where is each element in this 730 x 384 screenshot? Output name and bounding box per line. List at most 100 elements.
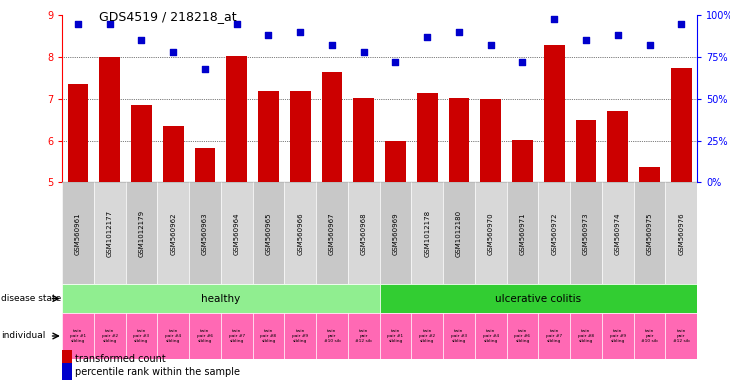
Text: GSM560969: GSM560969 <box>393 212 399 255</box>
Bar <box>666 182 697 284</box>
Text: twin
pair #8
sibling: twin pair #8 sibling <box>261 329 277 343</box>
Bar <box>316 182 348 284</box>
Bar <box>602 182 634 284</box>
Bar <box>443 313 475 359</box>
Bar <box>480 99 501 182</box>
Point <box>326 42 338 48</box>
Bar <box>539 313 570 359</box>
Text: healthy: healthy <box>201 293 240 304</box>
Bar <box>62 182 93 284</box>
Text: twin
pair #4
sibling: twin pair #4 sibling <box>483 329 499 343</box>
Text: GSM560966: GSM560966 <box>297 212 303 255</box>
Point <box>485 42 496 48</box>
Bar <box>412 313 443 359</box>
Point <box>358 49 369 55</box>
Bar <box>417 93 437 182</box>
Bar <box>576 120 596 182</box>
Bar <box>385 141 406 182</box>
Bar <box>380 313 412 359</box>
Bar <box>639 167 660 182</box>
Bar <box>131 105 152 182</box>
Bar <box>221 313 253 359</box>
Bar <box>443 182 475 284</box>
Text: GSM560968: GSM560968 <box>361 212 366 255</box>
Bar <box>666 313 697 359</box>
Bar <box>507 182 539 284</box>
Bar <box>163 126 183 182</box>
Bar <box>634 182 666 284</box>
Text: GSM560971: GSM560971 <box>520 212 526 255</box>
Bar <box>285 313 316 359</box>
Text: twin
pair
#10 sib: twin pair #10 sib <box>323 329 340 343</box>
Text: twin
pair #4
sibling: twin pair #4 sibling <box>165 329 181 343</box>
Text: GSM1012178: GSM1012178 <box>424 210 430 257</box>
Point <box>421 34 433 40</box>
Bar <box>285 182 316 284</box>
Bar <box>570 313 602 359</box>
Bar <box>412 182 443 284</box>
Bar <box>348 182 380 284</box>
Point <box>644 42 656 48</box>
Text: GSM560961: GSM560961 <box>75 212 81 255</box>
Point <box>675 21 687 27</box>
Bar <box>126 313 158 359</box>
Bar <box>507 313 539 359</box>
Bar <box>62 284 380 313</box>
Text: percentile rank within the sample: percentile rank within the sample <box>75 367 240 377</box>
Bar <box>539 182 570 284</box>
Point <box>517 59 529 65</box>
Text: twin
pair #6
sibling: twin pair #6 sibling <box>197 329 213 343</box>
Point <box>167 49 179 55</box>
Bar <box>512 140 533 182</box>
Bar <box>158 313 189 359</box>
Point <box>548 16 560 22</box>
Bar <box>380 182 412 284</box>
Point <box>199 66 211 72</box>
Text: twin
pair #2
sibling: twin pair #2 sibling <box>419 329 435 343</box>
Text: GSM560965: GSM560965 <box>266 212 272 255</box>
Bar <box>634 313 666 359</box>
Text: twin
pair #1
sibling: twin pair #1 sibling <box>70 329 86 343</box>
Text: GSM560967: GSM560967 <box>329 212 335 255</box>
Text: transformed count: transformed count <box>75 354 166 364</box>
Bar <box>607 111 628 182</box>
Bar <box>195 148 215 182</box>
Text: twin
pair #9
sibling: twin pair #9 sibling <box>610 329 626 343</box>
Point <box>612 32 623 38</box>
Text: twin
pair
#10 sib: twin pair #10 sib <box>641 329 658 343</box>
Text: GSM560964: GSM560964 <box>234 212 239 255</box>
Text: disease state: disease state <box>1 294 61 303</box>
Text: twin
pair #6
sibling: twin pair #6 sibling <box>515 329 531 343</box>
Text: twin
pair
#12 sib: twin pair #12 sib <box>673 329 690 343</box>
Bar <box>99 57 120 182</box>
Bar <box>189 182 221 284</box>
Text: twin
pair #2
sibling: twin pair #2 sibling <box>101 329 118 343</box>
Bar <box>316 313 348 359</box>
Text: GSM1012177: GSM1012177 <box>107 210 112 257</box>
Point <box>231 21 242 27</box>
Point <box>294 29 306 35</box>
Text: twin
pair #1
sibling: twin pair #1 sibling <box>388 329 404 343</box>
Point <box>104 21 115 27</box>
Bar <box>226 56 247 182</box>
Text: twin
pair #7
sibling: twin pair #7 sibling <box>546 329 562 343</box>
Bar <box>126 182 158 284</box>
Text: GSM560974: GSM560974 <box>615 212 620 255</box>
Text: GDS4519 / 218218_at: GDS4519 / 218218_at <box>99 10 237 23</box>
Bar <box>158 182 189 284</box>
Point <box>390 59 402 65</box>
Bar <box>322 72 342 182</box>
Text: GSM1012179: GSM1012179 <box>139 210 145 257</box>
Text: twin
pair #3
sibling: twin pair #3 sibling <box>451 329 467 343</box>
Bar <box>544 45 564 182</box>
Bar <box>475 313 507 359</box>
Bar <box>348 313 380 359</box>
Text: GSM560963: GSM560963 <box>202 212 208 255</box>
Text: twin
pair #7
sibling: twin pair #7 sibling <box>228 329 245 343</box>
Bar <box>353 98 374 182</box>
Point <box>263 32 274 38</box>
Text: GSM560972: GSM560972 <box>551 212 557 255</box>
Bar <box>602 313 634 359</box>
Bar <box>671 68 691 182</box>
Bar <box>62 313 93 359</box>
